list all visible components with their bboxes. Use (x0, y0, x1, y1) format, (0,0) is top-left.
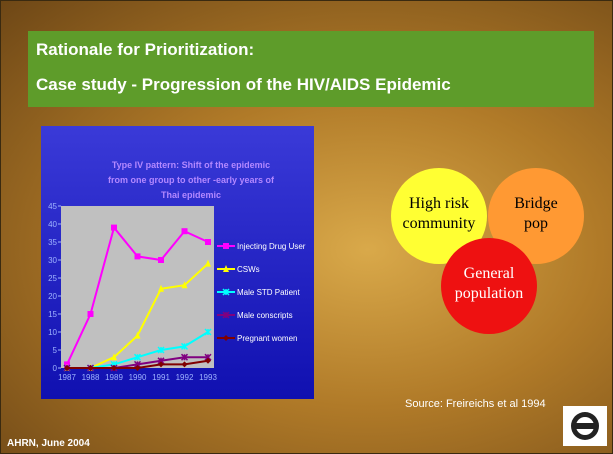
x-tick-label: 1987 (58, 373, 76, 382)
marker (180, 353, 189, 361)
node-label: community (403, 215, 476, 232)
marker (111, 224, 117, 231)
legend-label: Male STD Patient (237, 288, 300, 297)
y-tick-label: 5 (53, 346, 58, 355)
logo (563, 406, 607, 446)
marker (111, 365, 117, 371)
marker (181, 361, 188, 368)
footer: AHRN, June 2004 (7, 438, 90, 449)
y-tick-label: 20 (48, 292, 57, 301)
plot-area (61, 206, 214, 368)
source: Source: Freireichs et al 1994 (405, 398, 546, 410)
x-tick-label: 1991 (152, 373, 170, 382)
y-tick-label: 35 (48, 238, 57, 247)
legend-label: Injecting Drug User (237, 242, 306, 251)
x-tick-label: 1990 (129, 373, 147, 382)
y-tick-label: 45 (48, 202, 57, 211)
x-tick-label: 1989 (105, 373, 123, 382)
y-tick-label: 15 (48, 310, 57, 319)
node-label: Bridge (514, 195, 558, 212)
subtitle: Case study - Progression of the HIV/AIDS… (36, 75, 451, 94)
marker (134, 253, 141, 260)
legend-label: Male conscripts (237, 311, 293, 320)
marker (223, 243, 229, 249)
marker (223, 265, 229, 272)
x-tick-label: 1992 (176, 373, 194, 382)
y-tick-label: 30 (48, 256, 57, 265)
legend-label: Pregnant women (237, 334, 297, 343)
marker (64, 365, 70, 371)
marker (134, 365, 141, 371)
marker (205, 259, 211, 267)
marker (204, 328, 212, 336)
marker (157, 346, 165, 354)
marker (180, 342, 189, 350)
diagram: High risk community Bridge pop General popula… (391, 168, 584, 334)
y-tick-label: 10 (48, 328, 57, 337)
header: Rationale for Prioritization: Case study… (28, 31, 594, 107)
marker (87, 311, 94, 317)
marker (134, 331, 141, 339)
x-tick-label: 1993 (199, 373, 217, 382)
y-tick-label: 25 (48, 274, 57, 283)
node-label: pop (524, 215, 548, 232)
node (391, 168, 487, 264)
x-tick-label: 1988 (82, 373, 100, 382)
node (441, 238, 537, 334)
node-label: population (455, 285, 523, 302)
marker (181, 228, 188, 235)
node-label: General (464, 265, 515, 282)
y-tick-label: 40 (48, 220, 57, 229)
marker (223, 335, 229, 341)
marker (158, 284, 164, 292)
marker (205, 357, 211, 364)
marker (158, 257, 164, 263)
marker (87, 365, 94, 371)
node (488, 168, 584, 264)
marker (181, 281, 188, 289)
title: Rationale for Prioritization: (36, 40, 255, 59)
y-tick-label: 0 (53, 364, 58, 373)
chart-title: Type IV pattern: Shift of the epidemic f… (107, 160, 275, 200)
legend-label: CSWs (237, 265, 260, 274)
marker (158, 361, 164, 368)
chart: 0 5 10 15 20 25 30 35 40 45 1987 1988 1989 1990 1991 19… (41, 126, 314, 399)
marker (111, 353, 117, 361)
marker (222, 311, 230, 319)
marker (133, 353, 142, 361)
marker (205, 239, 211, 245)
marker (222, 288, 230, 296)
node-label: High risk (409, 195, 469, 212)
